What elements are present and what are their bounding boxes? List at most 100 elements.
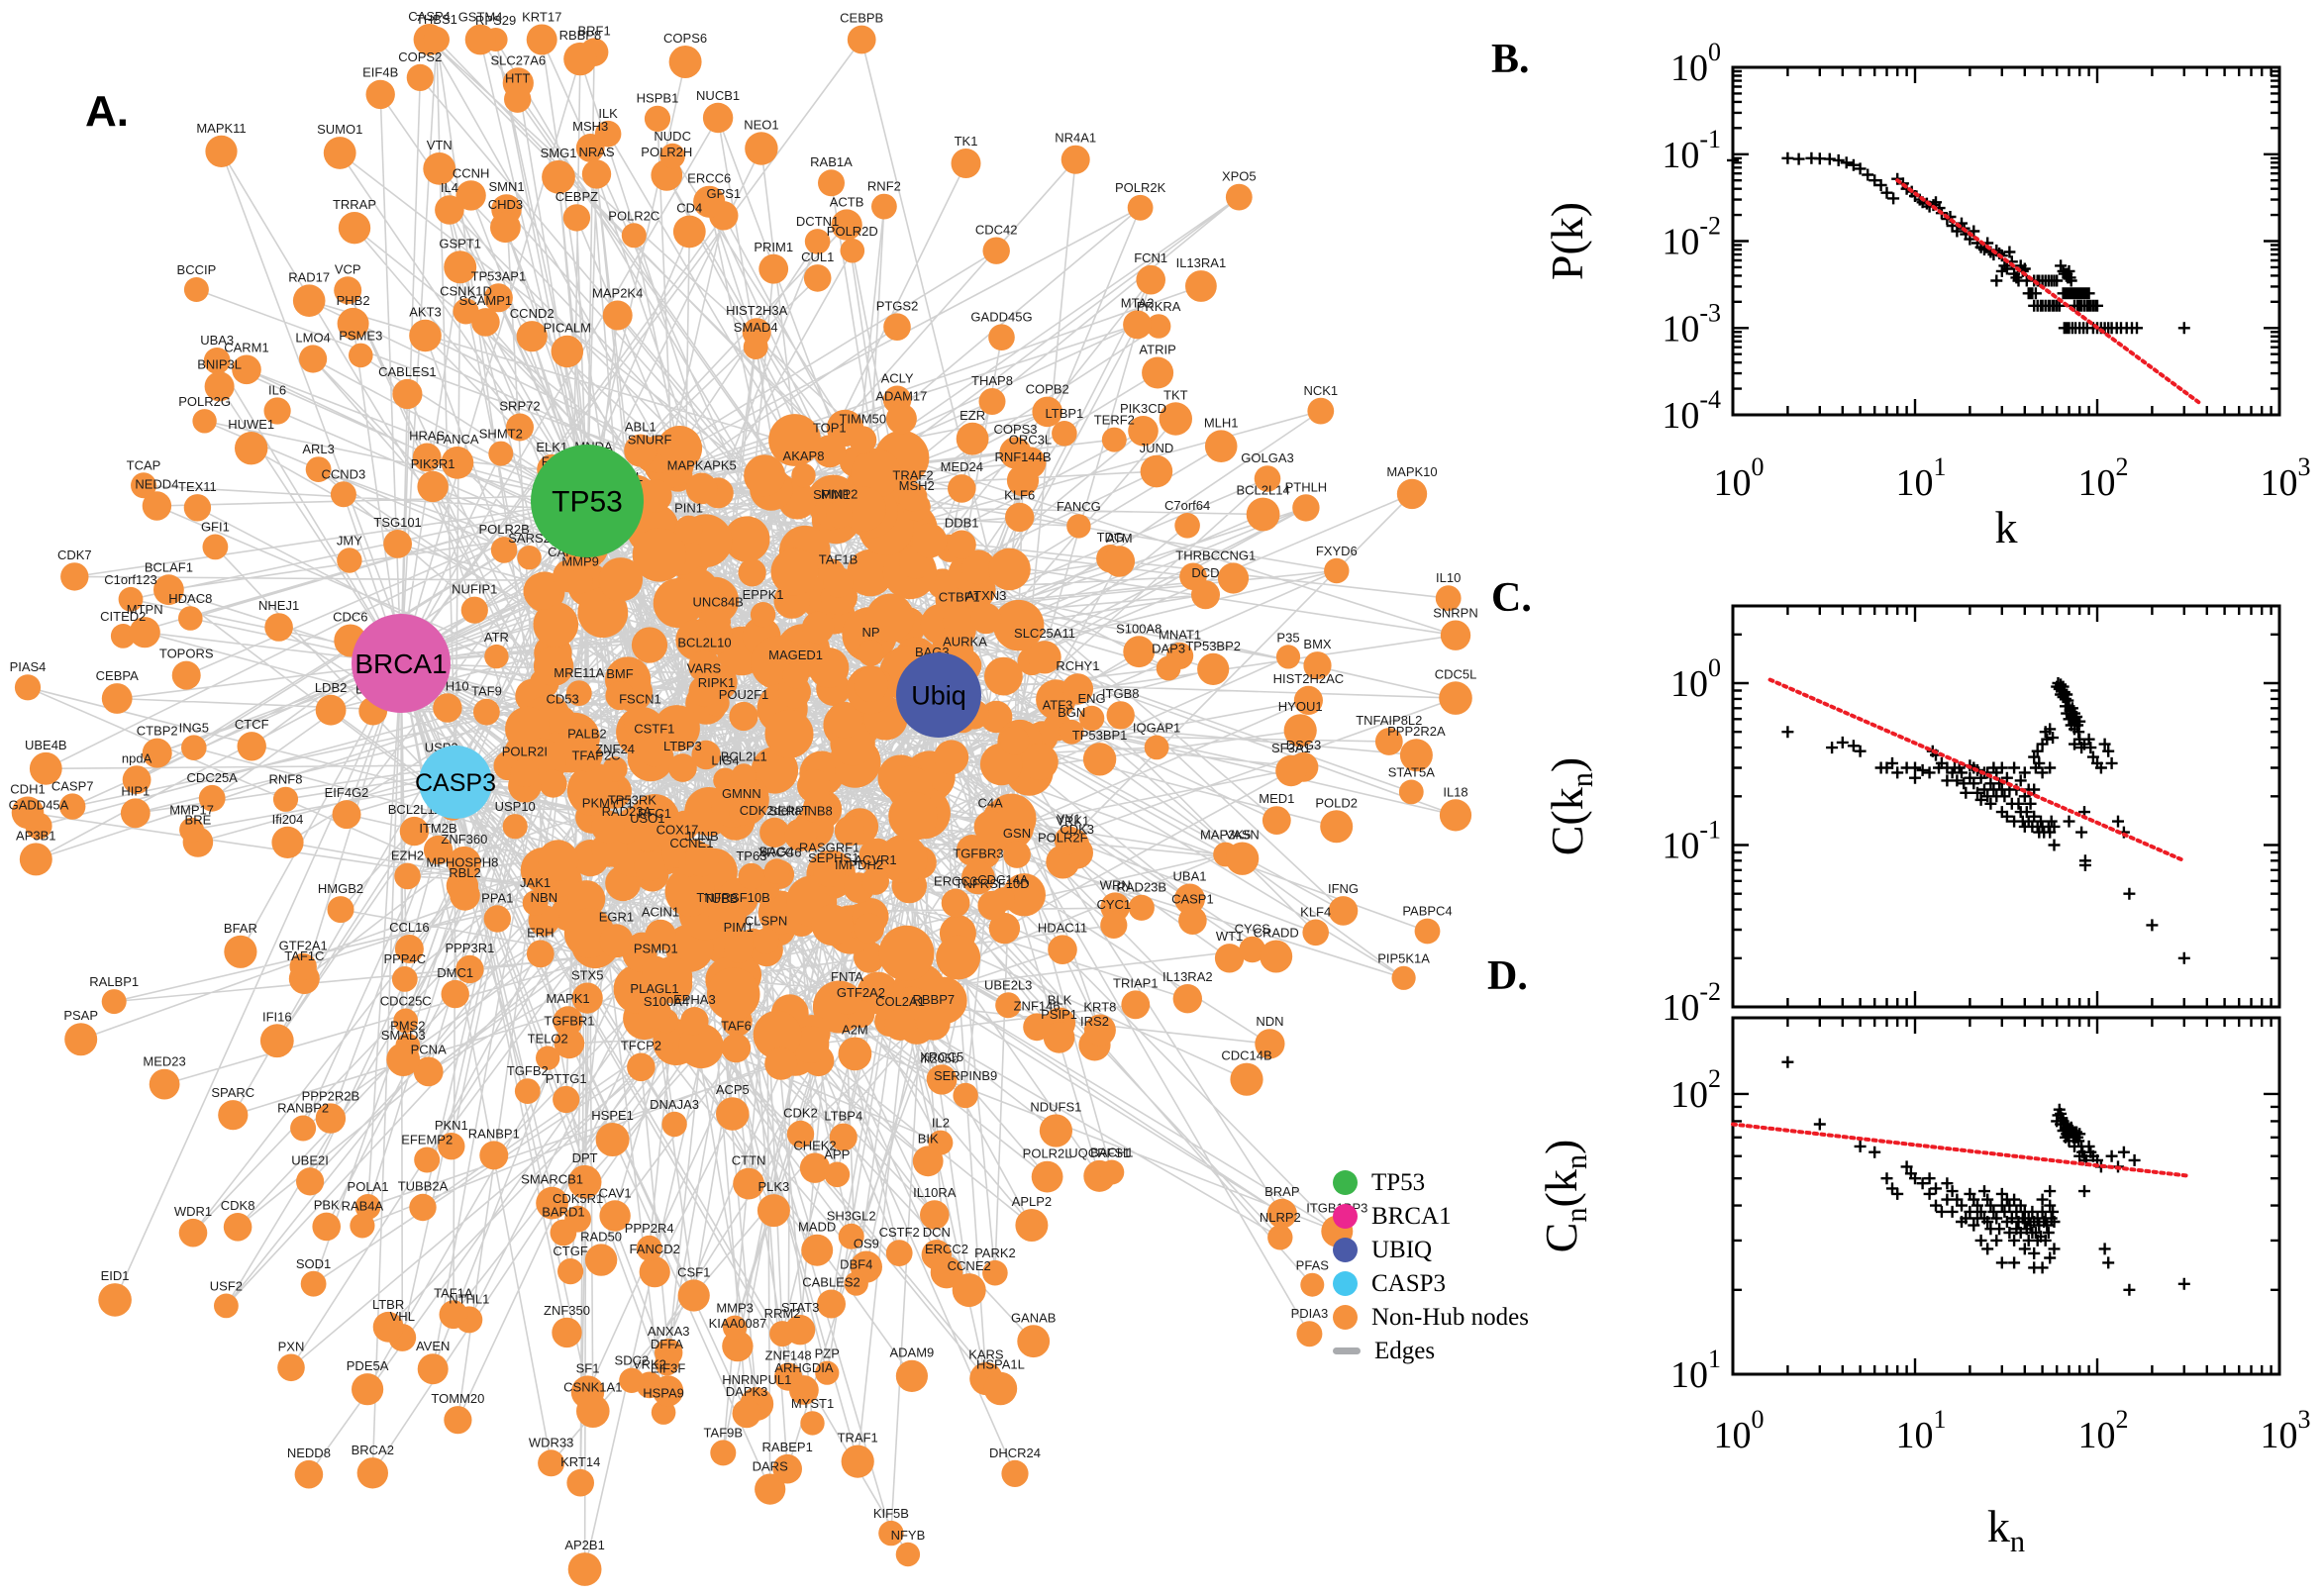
edge-swatch-icon (1333, 1347, 1361, 1354)
network-node (599, 924, 634, 958)
network-node (581, 159, 612, 189)
network-node (693, 185, 726, 218)
network-node-label: RBBP7 (912, 992, 955, 1007)
network-node-label: BCL2L10 (677, 636, 731, 650)
network-node-label: TCAP (127, 457, 161, 472)
network-node (526, 24, 557, 55)
network-node (1239, 936, 1265, 963)
legend-label: Non-Hub nodes (1371, 1303, 1530, 1331)
network-node (490, 212, 521, 244)
network-node-label: PRIM1 (754, 240, 793, 254)
network-node-label: CCNE2 (948, 1258, 991, 1273)
network-node (653, 1375, 684, 1407)
network-node-label: HDAC8 (168, 591, 212, 606)
network-node-label: CCNH (453, 165, 490, 180)
network-node-label: BLK (1048, 992, 1072, 1007)
network-node-label: HSPE1 (591, 1108, 634, 1123)
network-node (1191, 580, 1220, 610)
network-node-label: KLF4 (1300, 905, 1331, 920)
network-node-label: ILK (598, 106, 618, 121)
network-node-label: CABLES2 (802, 1275, 860, 1290)
network-node-label: FXYD6 (1316, 544, 1358, 558)
network-node (567, 568, 593, 594)
tick-label: 102 (1670, 1064, 1721, 1116)
network-node (334, 276, 362, 305)
network-node (19, 843, 52, 876)
network-node-label: DMC1 (437, 965, 473, 980)
network-node-label: FNTA (831, 969, 863, 984)
network-node-label: CDC6 (333, 610, 367, 625)
network-node (539, 769, 567, 798)
network-node (594, 120, 622, 148)
network-node (1083, 1014, 1116, 1047)
network-node (393, 1008, 419, 1034)
network-node (731, 763, 757, 789)
network-node (567, 880, 606, 918)
network-node-label: VRK1 (1056, 814, 1089, 829)
network-node-label: S100A4 (644, 994, 689, 1009)
network-node-label: ERCC2 (925, 1242, 968, 1256)
network-node-label: SPIN1 (813, 487, 851, 502)
network-node-label: GADD45G (970, 310, 1032, 325)
network-node-label: VCP (335, 261, 361, 276)
network-node-label: RABEP1 (762, 1440, 813, 1454)
network-node (885, 1240, 913, 1266)
network-node (688, 675, 720, 707)
network-node-label: BCLAF1 (145, 559, 193, 574)
network-node (1396, 478, 1428, 510)
network-node (423, 26, 450, 53)
network-node-label: SF3A1 (1271, 741, 1311, 755)
network-node (1260, 940, 1293, 973)
network-node (988, 912, 1021, 945)
network-node-label: YY1 (1057, 811, 1081, 826)
network-node-label: RBL2 (449, 865, 481, 880)
network-node (1275, 754, 1307, 787)
network-node (841, 1445, 874, 1478)
network-node-label: MMP17 (169, 803, 214, 818)
network-node (391, 966, 418, 992)
node-dot-icon (1333, 1204, 1358, 1229)
network-node (1146, 314, 1171, 339)
network-node (394, 935, 424, 963)
network-node-label: COPS2 (398, 50, 442, 64)
panel-label-c: C. (1491, 575, 1532, 621)
legend-item: CASP3 (1333, 1270, 1529, 1297)
network-node (554, 1028, 585, 1059)
network-node-label: EZH2 (391, 848, 424, 863)
network-node (638, 995, 671, 1030)
network-node-label: MRE11A (554, 665, 604, 680)
network-node (706, 967, 760, 1021)
network-node (1006, 464, 1040, 497)
network-node-label: CCL16 (389, 920, 429, 935)
hub-node-ubiq (896, 652, 981, 738)
network-node-label: IFI16 (262, 1009, 292, 1024)
network-node (678, 1023, 724, 1069)
network-node (632, 528, 687, 582)
tick-label: 101 (1896, 1405, 1947, 1456)
network-node (988, 324, 1015, 351)
network-node (1283, 714, 1317, 748)
network-node-label: TP53RK (608, 793, 656, 808)
network-node (444, 250, 477, 284)
network-node-label: IL2 (932, 1116, 950, 1131)
tick-label: 103 (2261, 452, 2311, 504)
network-node-label: SMG1 (541, 146, 577, 160)
network-node-label: ERCC6 (687, 171, 731, 186)
network-node (627, 1052, 656, 1082)
network-node-label: ACVR1 (854, 852, 896, 867)
network-node (1123, 636, 1156, 668)
network-node (315, 694, 347, 726)
network-node-label: MAPKAPK5 (667, 458, 737, 473)
network-node (619, 1367, 645, 1394)
scatter-points (1781, 677, 2190, 964)
network-node (205, 135, 238, 167)
network-node-label: CD4 (676, 201, 702, 216)
network-node (1039, 1114, 1072, 1147)
network-node-label: PIN1 (674, 501, 703, 516)
network-node-label: KIAA0087 (709, 1316, 767, 1331)
network-node-label: PALB2 (567, 726, 607, 741)
network-node-label: EPHA3 (673, 992, 716, 1007)
network-node-label: GTF2A2 (837, 985, 885, 1000)
tick-label: 101 (1670, 1345, 1721, 1396)
network-node-label: EIF4B (362, 65, 398, 80)
